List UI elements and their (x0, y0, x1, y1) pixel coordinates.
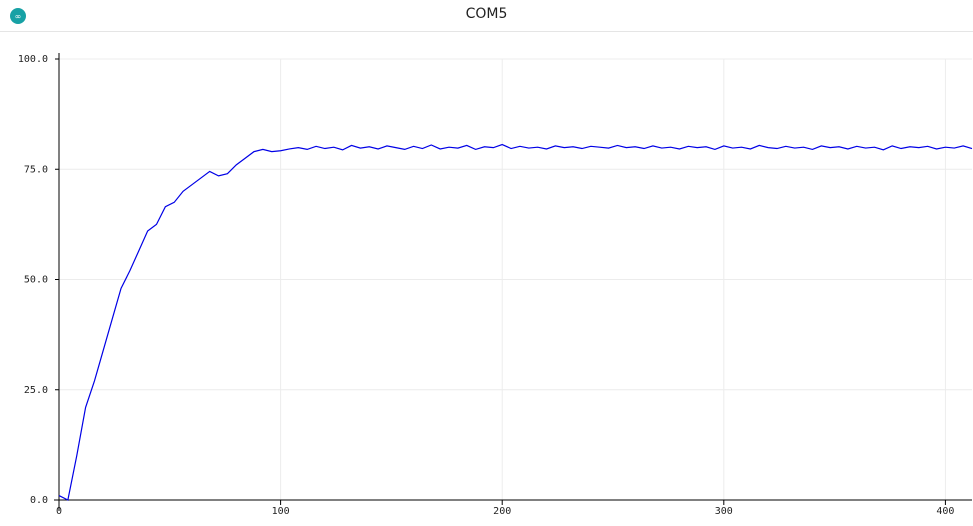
x-tick-label: 100 (272, 506, 290, 517)
y-tick-label: 50.0 (24, 275, 48, 286)
title-bar: ∞ COM5 (0, 0, 973, 32)
y-tick-label: 100.0 (18, 54, 48, 65)
x-tick-label: 300 (715, 506, 733, 517)
window-title: COM5 (465, 6, 508, 22)
plotter: 0.0 25.0 50.0 75.0 100.0 0 100 200 300 400 (18, 53, 973, 517)
app-icon: ∞ (10, 8, 26, 24)
x-tick-label: 200 (493, 506, 511, 517)
svg-text:∞: ∞ (15, 12, 22, 21)
data-line (58, 143, 973, 501)
x-tick-label: 0 (56, 506, 62, 517)
y-tick-label: 25.0 (24, 385, 48, 396)
y-tick-label: 75.0 (24, 164, 48, 175)
x-tick-label: 400 (936, 506, 954, 517)
y-tick-label: 0.0 (30, 495, 48, 506)
